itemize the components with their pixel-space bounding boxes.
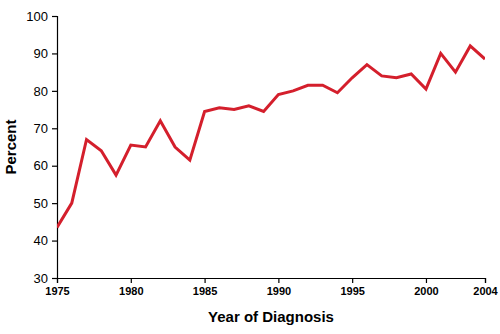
y-tick-mark <box>52 128 57 129</box>
x-tick: 1995 <box>340 278 364 297</box>
y-tick: 60 <box>34 158 57 173</box>
y-tick: 90 <box>34 46 57 61</box>
chart: 1975 1980 1985 1990 1995 2000 2004 30 40 50 60 70 80… <box>0 0 500 334</box>
y-tick-label: 40 <box>34 233 48 248</box>
y-tick: 100 <box>26 9 57 24</box>
x-tick-mark <box>485 278 486 283</box>
x-axis: 1975 1980 1985 1990 1995 2000 2004 <box>45 278 498 297</box>
x-tick-label: 1975 <box>45 285 69 297</box>
y-axis-line <box>52 17 58 279</box>
y-tick: 50 <box>34 196 57 211</box>
y-tick: 80 <box>34 84 57 99</box>
y-tick-mark <box>52 16 57 17</box>
y-tick-mark <box>52 53 57 54</box>
x-tick-label: 1995 <box>340 285 364 297</box>
x-tick-mark <box>426 278 427 283</box>
y-axis-title: Percent <box>2 119 19 174</box>
x-tick: 1975 <box>45 278 69 297</box>
y-tick: 40 <box>34 233 57 248</box>
y-tick-mark <box>52 203 57 204</box>
x-tick: 1985 <box>193 278 217 297</box>
y-tick-label: 90 <box>34 46 48 61</box>
x-tick-mark <box>131 278 132 283</box>
x-tick-label: 2004 <box>473 285 498 297</box>
y-tick-mark <box>52 240 57 241</box>
plot: 1975 1980 1985 1990 1995 2000 2004 30 40 50 60 70 80… <box>26 9 498 297</box>
data-line <box>57 46 485 228</box>
x-tick-mark <box>278 278 279 283</box>
y-tick-label: 60 <box>34 158 48 173</box>
y-tick-mark <box>52 166 57 167</box>
x-tick-label: 1980 <box>119 285 143 297</box>
x-tick: 2004 <box>473 278 498 297</box>
y-tick-label: 80 <box>34 84 48 99</box>
x-tick: 2000 <box>414 278 438 297</box>
y-tick-label: 30 <box>34 271 48 286</box>
x-tick-mark <box>352 278 353 283</box>
x-axis-line <box>58 279 486 284</box>
y-tick-mark <box>52 91 57 92</box>
y-tick-label: 70 <box>34 121 48 136</box>
y-tick-label: 100 <box>26 9 48 24</box>
marks <box>57 46 485 228</box>
x-tick-label: 1985 <box>193 285 217 297</box>
x-tick-label: 1990 <box>267 285 291 297</box>
y-tick-label: 50 <box>34 196 48 211</box>
x-tick-label: 2000 <box>414 285 438 297</box>
x-tick-mark <box>204 278 205 283</box>
x-axis-title: Year of Diagnosis <box>208 308 334 325</box>
y-axis: 30 40 50 60 70 80 90 100 <box>26 9 57 286</box>
y-tick: 70 <box>34 121 57 136</box>
x-tick: 1980 <box>119 278 143 297</box>
y-tick-mark <box>52 278 57 279</box>
x-tick: 1990 <box>267 278 291 297</box>
y-tick: 30 <box>34 271 57 286</box>
